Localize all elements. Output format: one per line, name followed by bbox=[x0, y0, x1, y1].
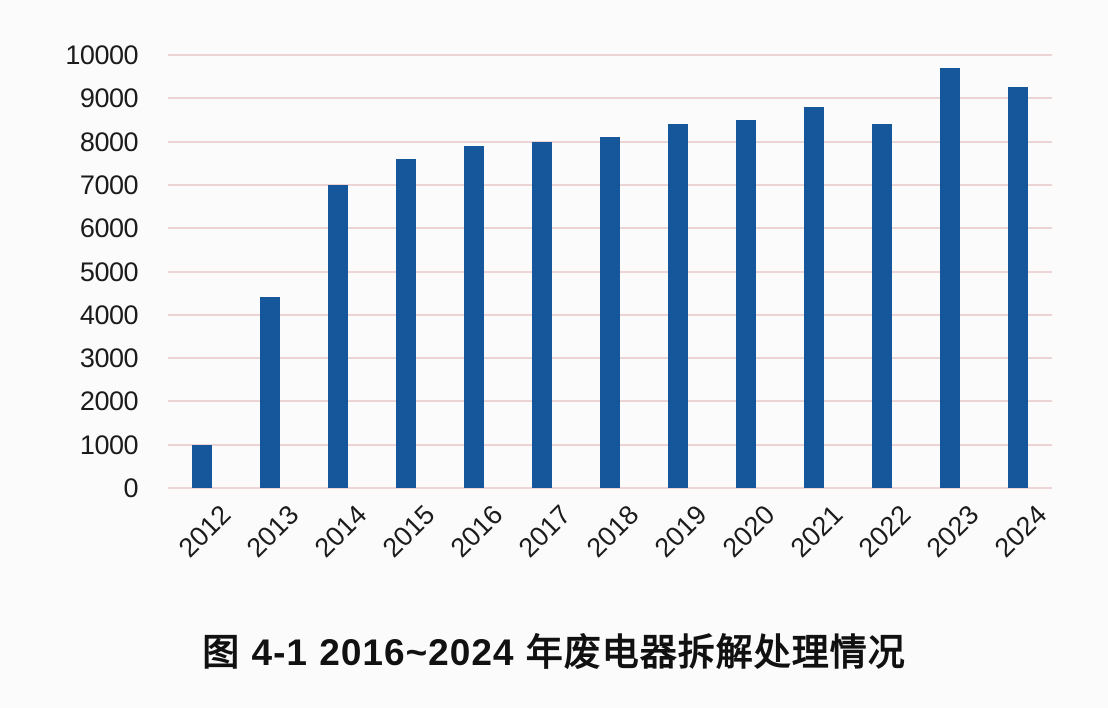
bar-2022 bbox=[872, 124, 892, 488]
y-axis-tick-label: 7000 bbox=[79, 169, 139, 200]
gridline-0 bbox=[168, 487, 1052, 489]
y-axis-tick-label: 2000 bbox=[79, 386, 139, 417]
gridline-9000 bbox=[168, 97, 1052, 100]
y-axis-tick-label: 10000 bbox=[65, 40, 138, 70]
bar-2018 bbox=[600, 137, 620, 488]
y-axis-tick-label: 0 bbox=[123, 473, 138, 503]
bar-2013 bbox=[260, 297, 280, 488]
bar-2014 bbox=[328, 184, 348, 488]
bar-2019 bbox=[668, 124, 688, 488]
y-axis-tick-label: 4000 bbox=[79, 299, 139, 330]
y-axis-tick-label: 6000 bbox=[79, 213, 139, 244]
bar-2023 bbox=[940, 68, 960, 488]
gridline-10000 bbox=[168, 54, 1052, 56]
y-axis-tick-label: 8000 bbox=[79, 126, 139, 157]
y-axis-tick-label: 5000 bbox=[79, 256, 139, 287]
bar-2024 bbox=[1008, 87, 1028, 488]
y-axis-tick-label: 1000 bbox=[79, 429, 139, 460]
bar-2016 bbox=[464, 145, 484, 488]
bar-2017 bbox=[532, 141, 552, 488]
bar-2021 bbox=[804, 106, 824, 488]
y-axis-tick-label: 3000 bbox=[79, 343, 139, 374]
bar-2020 bbox=[736, 119, 756, 488]
bar-2012 bbox=[192, 444, 212, 488]
bar-2015 bbox=[396, 158, 416, 488]
y-axis-tick-label: 9000 bbox=[79, 83, 139, 114]
figure-caption: 图 4-1 2016~2024 年废电器拆解处理情况 bbox=[202, 632, 906, 673]
bar-chart-plot-area bbox=[168, 54, 1052, 489]
